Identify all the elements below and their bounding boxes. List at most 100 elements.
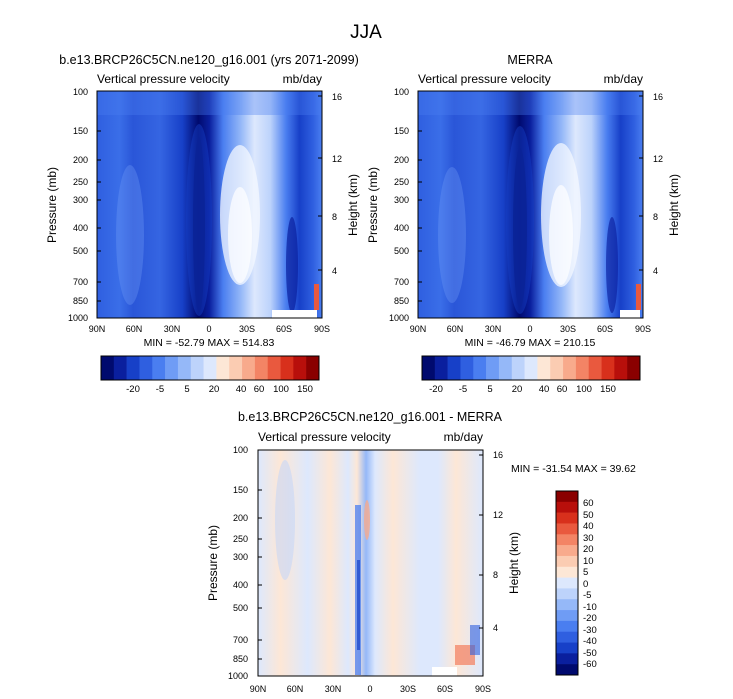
colorbar-swatch: [537, 356, 551, 380]
y-tick-label: 100: [233, 445, 248, 455]
panel-model-subtitle-right: mb/day: [283, 72, 322, 86]
x-tick-label: 30N: [485, 324, 502, 334]
panel-merra-storm-track: [606, 217, 618, 313]
colorbar-label: 50: [583, 510, 594, 521]
panel-model-storm-track: [286, 217, 298, 313]
colorbar-label: -5: [583, 590, 591, 601]
x-tick-label: 30S: [239, 324, 255, 334]
x-tick-label: 0: [367, 684, 372, 694]
colorbar-swatch: [556, 501, 578, 513]
colorbar-label: -50: [583, 648, 597, 659]
y-tick-label: 850: [394, 296, 409, 306]
height-tick-label: 12: [653, 154, 663, 164]
x-tick-label: 60N: [287, 684, 304, 694]
y-tick-label: 250: [233, 534, 248, 544]
panel-merra-upper-band: [418, 91, 643, 115]
height-tick-label: 16: [332, 92, 342, 102]
panel-merra-terrain-mask: [620, 310, 640, 318]
colorbar-swatch: [242, 356, 256, 380]
panel-merra: MERRA Vertical pressure velocity mb/day …: [366, 53, 681, 395]
colorbar-swatch: [556, 566, 578, 578]
y-tick-label: 150: [73, 126, 88, 136]
panel-merra-updraft-core: [513, 148, 527, 308]
colorbar-swatch: [556, 631, 578, 643]
panel-model-subsidence-n: [116, 165, 144, 305]
panel-diff: b.e13.BRCP26C5CN.ne120_g16.001 - MERRA V…: [206, 410, 636, 694]
colorbar-label: 150: [600, 384, 616, 395]
colorbar-border: [100, 355, 320, 381]
panel-model-upper-band: [97, 91, 322, 115]
panel-diff-y-axis: 100 150 200 250 300 400 500 700 850 1000: [228, 445, 248, 681]
x-tick-label: 60S: [597, 324, 613, 334]
colorbar-swatch: [498, 356, 513, 380]
colorbar-label: 100: [576, 384, 592, 395]
height-tick-label: 8: [332, 212, 337, 222]
panel-model-title: b.e13.BRCP26C5CN.ne120_g16.001 (yrs 2071…: [59, 53, 359, 67]
panel-model-colorbar-labels: -20 -5 5 20 40 60 100 150: [126, 384, 313, 395]
y-tick-label: 700: [394, 277, 409, 287]
panel-merra-ylabel: Pressure (mb): [366, 167, 380, 243]
height-tick-label: 16: [493, 450, 503, 460]
colorbar-label: 30: [583, 533, 594, 544]
colorbar-label: -20: [429, 384, 443, 395]
panel-merra-title: MERRA: [507, 53, 553, 67]
y-tick-label: 500: [233, 603, 248, 613]
panel-model: b.e13.BRCP26C5CN.ne120_g16.001 (yrs 2071…: [45, 53, 360, 395]
panel-model-ylabel: Pressure (mb): [45, 167, 59, 243]
height-tick-label: 12: [332, 154, 342, 164]
panel-model-updraft-core: [193, 137, 205, 313]
height-tick-label: 16: [653, 92, 663, 102]
y-tick-label: 700: [73, 277, 88, 287]
colorbar-label: 10: [583, 556, 594, 567]
colorbar-label: -30: [583, 625, 597, 636]
panel-diff-colorbar-labels: 60 50 40 30 20 10 5 0 -5 -10 -20 -30 -40…: [583, 498, 597, 670]
colorbar-label: 20: [209, 384, 220, 395]
colorbar-swatch: [575, 356, 590, 380]
colorbar-swatch: [422, 356, 436, 380]
panel-model-colorbar: [100, 355, 320, 381]
colorbar-swatch: [556, 545, 578, 557]
colorbar-swatch: [556, 555, 578, 568]
colorbar-swatch: [556, 491, 578, 503]
y-tick-label: 150: [233, 485, 248, 495]
y-tick-label: 300: [73, 195, 88, 205]
colorbar-swatch: [563, 356, 577, 380]
colorbar-swatch: [556, 653, 578, 665]
panel-model-stats: MIN = -52.79 MAX = 514.83: [144, 337, 275, 349]
panel-merra-plot-area: [418, 91, 643, 318]
x-tick-label: 30S: [400, 684, 416, 694]
y-tick-label: 500: [73, 246, 88, 256]
panel-diff-positive-anomaly: [364, 500, 370, 540]
panel-model-plot-area: [97, 91, 322, 318]
y-tick-label: 1000: [228, 671, 248, 681]
colorbar-label: -10: [583, 602, 597, 613]
figure-title: JJA: [350, 22, 382, 43]
panel-diff-equator-anomaly-core: [357, 560, 360, 650]
colorbar-swatch: [190, 356, 204, 380]
x-tick-label: 90S: [475, 684, 491, 694]
panel-diff-title: b.e13.BRCP26C5CN.ne120_g16.001 - MERRA: [238, 410, 503, 424]
y-tick-label: 300: [233, 552, 248, 562]
y-tick-label: 700: [233, 635, 248, 645]
colorbar-swatch: [139, 356, 153, 380]
colorbar-swatch: [486, 356, 500, 380]
x-tick-label: 90N: [89, 324, 106, 334]
panel-merra-x-axis: 90N 60N 30N 0 30S 60S 90S: [410, 324, 651, 334]
panel-diff-ylabel-right: Height (km): [507, 532, 521, 594]
colorbar-swatch: [254, 356, 269, 380]
y-tick-label: 300: [394, 195, 409, 205]
panel-model-plot-border: [96, 90, 323, 319]
y-tick-label: 500: [394, 246, 409, 256]
colorbar-swatch: [177, 356, 192, 380]
panel-model-x-axis: 90N 60N 30N 0 30S 60S 90S: [89, 324, 330, 334]
colorbar-swatch: [306, 356, 320, 380]
colorbar-swatch: [627, 356, 641, 380]
panel-diff-subtitle-right: mb/day: [444, 430, 483, 444]
colorbar-swatch: [524, 356, 538, 380]
colorbar-swatch: [293, 356, 307, 380]
x-tick-label: 60N: [447, 324, 464, 334]
y-tick-label: 100: [394, 87, 409, 97]
colorbar-swatch: [203, 356, 217, 380]
x-tick-label: 60S: [276, 324, 292, 334]
y-tick-label: 250: [73, 177, 88, 187]
